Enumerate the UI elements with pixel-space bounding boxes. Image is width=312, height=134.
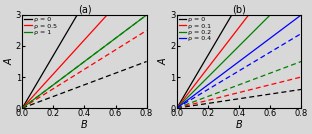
Title: (b): (b) <box>232 4 246 14</box>
Y-axis label: A: A <box>159 58 169 65</box>
Legend: ρ = 0, ρ = 0.5, ρ = 1: ρ = 0, ρ = 0.5, ρ = 1 <box>24 16 57 36</box>
X-axis label: B: B <box>81 120 88 130</box>
Title: (a): (a) <box>78 4 91 14</box>
X-axis label: B: B <box>236 120 242 130</box>
Legend: ρ = 0, ρ = 0.1, ρ = 0.2, ρ = 0.4: ρ = 0, ρ = 0.1, ρ = 0.2, ρ = 0.4 <box>178 16 212 42</box>
Y-axis label: A: A <box>4 58 14 65</box>
